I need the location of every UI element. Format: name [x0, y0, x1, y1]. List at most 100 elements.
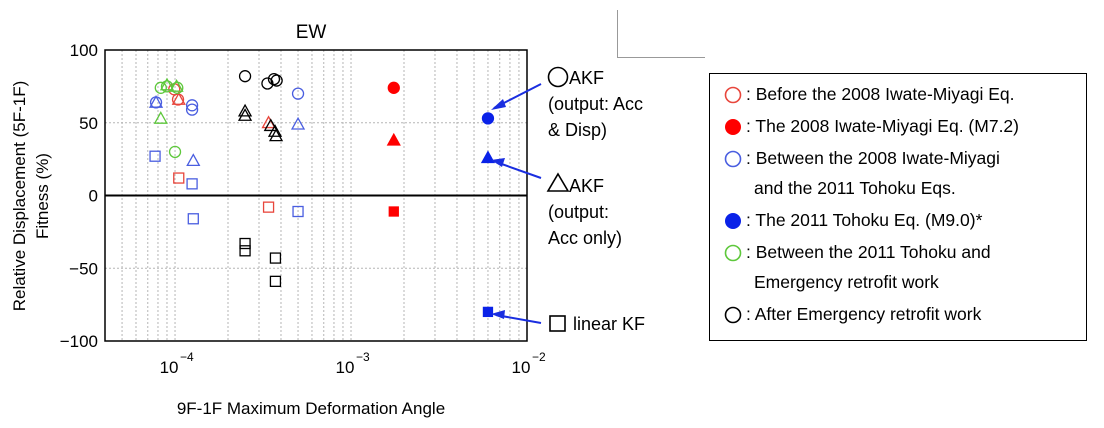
legend-entry-after-retrofit: : After Emergency retrofit work: [724, 304, 981, 325]
after_retrofit-circle-point: [270, 74, 283, 87]
y-axis-label-line2: Fitness (%): [33, 153, 52, 239]
after_retrofit-triangle-point: [237, 103, 253, 117]
x-tick-exponent: −3: [356, 350, 370, 364]
after_retrofit-square-point: [269, 275, 282, 287]
x-tick-exponent: −4: [180, 350, 194, 364]
annotation-linear-kf: linear KF: [573, 314, 645, 334]
legend-entry-tohoku-2011: : The 2011 Tohoku Eq. (M9.0)*: [724, 210, 982, 231]
y-tick-label: 50: [79, 114, 98, 133]
legend-label-after-retrofit: : After Emergency retrofit work: [746, 304, 982, 324]
after_retrofit-circle-point: [261, 77, 274, 90]
legend-label-iwate-2008: : The 2008 Iwate-Miyagi Eq. (M7.2): [746, 116, 1019, 136]
legend-entry-between-2008-2011-cont: and the 2011 Tohoku Eqs.: [754, 178, 956, 199]
between-triangle-point: [290, 116, 306, 130]
after_tohoku-triangle-point: [159, 77, 175, 91]
legend-label-between-tohoku-retrofit: : Between the 2011 Tohoku and: [746, 242, 991, 262]
y-tick-label: 0: [89, 187, 98, 206]
between-triangle-point: [148, 95, 164, 108]
after_retrofit-square-point: [269, 252, 282, 264]
legend-entry-before-2008: : Before the 2008 Iwate-Miyagi Eq.: [724, 84, 1014, 105]
between-square-point: [187, 213, 199, 225]
arrowhead-linear-kf: [491, 310, 505, 319]
after_retrofit-triangle-point: [237, 108, 253, 121]
legend-label-between-2008-2011-cont: and the 2011 Tohoku Eqs.: [754, 178, 956, 198]
between-square-point: [149, 150, 161, 162]
y-tick-label: −50: [69, 259, 98, 278]
filled-circle-icon: [725, 118, 741, 135]
annotation-akf-1-title: AKF: [569, 68, 604, 88]
annotation-akf-2-title: AKF: [569, 176, 604, 196]
filled-circle-icon: [725, 212, 741, 229]
arrowhead-akf-acc-disp: [491, 99, 506, 110]
annotations: AKF (output: Acc & Disp) AKF (output: Ac…: [491, 66, 645, 334]
between-circle-point: [185, 99, 199, 112]
x-tick-label: 10−2: [512, 350, 546, 377]
legend-label-between-tohoku-retrofit-cont: Emergency retrofit work: [754, 272, 939, 292]
annotation-triangle-icon: [546, 172, 570, 192]
tohoku-triangle-point: [480, 150, 496, 164]
before-square-point: [173, 172, 185, 184]
iwate-triangle-point: [386, 132, 401, 146]
annotation-square-icon: [549, 315, 566, 332]
hollow-circle-icon: [724, 306, 742, 323]
x-tick-base: 10: [336, 358, 355, 377]
x-tick-label: 10−4: [160, 350, 194, 377]
after_retrofit-triangle-point: [268, 128, 284, 142]
tohoku-circle-point: [481, 112, 495, 125]
between-square-point: [186, 178, 198, 190]
between-square-point: [292, 205, 304, 218]
x-tick-labels: 10−410−310−2: [160, 350, 546, 377]
y-tick-label: −100: [60, 332, 98, 351]
between-circle-point: [185, 103, 199, 116]
legend-entry-between-tohoku-retrofit: : Between the 2011 Tohoku and: [724, 242, 991, 263]
x-tick-base: 10: [160, 358, 179, 377]
y-tick-labels: 100 50 0 −50 −100: [60, 41, 98, 351]
legend-entry-iwate-2008: : The 2008 Iwate-Miyagi Eq. (M7.2): [724, 116, 1019, 137]
x-axis-label: 9F-1F Maximum Deformation Angle: [177, 399, 445, 418]
x-tick-base: 10: [512, 358, 531, 377]
legend-entry-between-2008-2011: : Between the 2008 Iwate-Miyagi: [724, 148, 1000, 169]
iwate-square-point: [388, 206, 399, 217]
y-axis-label-line1: Relative Displacement (5F-1F): [10, 81, 29, 312]
plot-frame: [104, 49, 528, 342]
legend-label-tohoku-2011: : The 2011 Tohoku Eq. (M9.0)*: [746, 210, 983, 230]
annotation-akf-2-line3: Acc only): [548, 228, 622, 248]
before-triangle-point: [171, 92, 186, 105]
after_tohoku-triangle-point: [153, 111, 168, 124]
after_retrofit-triangle-point: [267, 124, 283, 137]
chart-title: EW: [296, 22, 327, 43]
annotation-akf-2-line2: (output:: [548, 202, 609, 222]
hollow-circle-icon: [724, 150, 742, 167]
after_tohoku-circle-point: [168, 145, 182, 159]
between-circle-point: [291, 87, 305, 100]
before-square-point: [262, 201, 275, 213]
after_tohoku-triangle-point: [169, 79, 184, 92]
iwate-circle-point: [387, 81, 400, 94]
after_retrofit-square-point: [239, 245, 251, 257]
x-tick-label: 10−3: [336, 350, 370, 377]
annotation-akf-1-line2: (output: Acc: [548, 94, 643, 114]
hollow-circle-icon: [724, 244, 742, 261]
after_tohoku-circle-point: [154, 81, 167, 94]
y-tick-label: 100: [70, 41, 98, 60]
between-triangle-point: [186, 153, 201, 167]
legend-entry-between-tohoku-retrofit-cont: Emergency retrofit work: [754, 272, 939, 293]
x-tick-exponent: −2: [532, 350, 546, 364]
arrow-akf-acc-only: [495, 161, 542, 179]
after_retrofit-square-point: [239, 237, 251, 250]
legend-label-between-2008-2011: : Between the 2008 Iwate-Miyagi: [746, 148, 1000, 168]
tohoku-square-point: [482, 306, 494, 318]
after_retrofit-circle-point: [238, 70, 252, 83]
hollow-circle-icon: [724, 86, 742, 103]
data-points: [148, 70, 496, 318]
after_retrofit-circle-point: [267, 72, 281, 86]
annotation-circle-icon: [547, 66, 569, 88]
legend-label-before-2008: : Before the 2008 Iwate-Miyagi Eq.: [746, 84, 1015, 104]
corner-line-horizontal: [617, 57, 705, 58]
corner-line-vertical: [617, 10, 618, 57]
legend-box: : Before the 2008 Iwate-Miyagi Eq. : The…: [709, 73, 1087, 341]
arrowhead-akf-acc-only: [491, 158, 505, 167]
annotation-akf-1-line3: & Disp): [548, 120, 607, 140]
after_retrofit-triangle-point: [263, 118, 278, 132]
